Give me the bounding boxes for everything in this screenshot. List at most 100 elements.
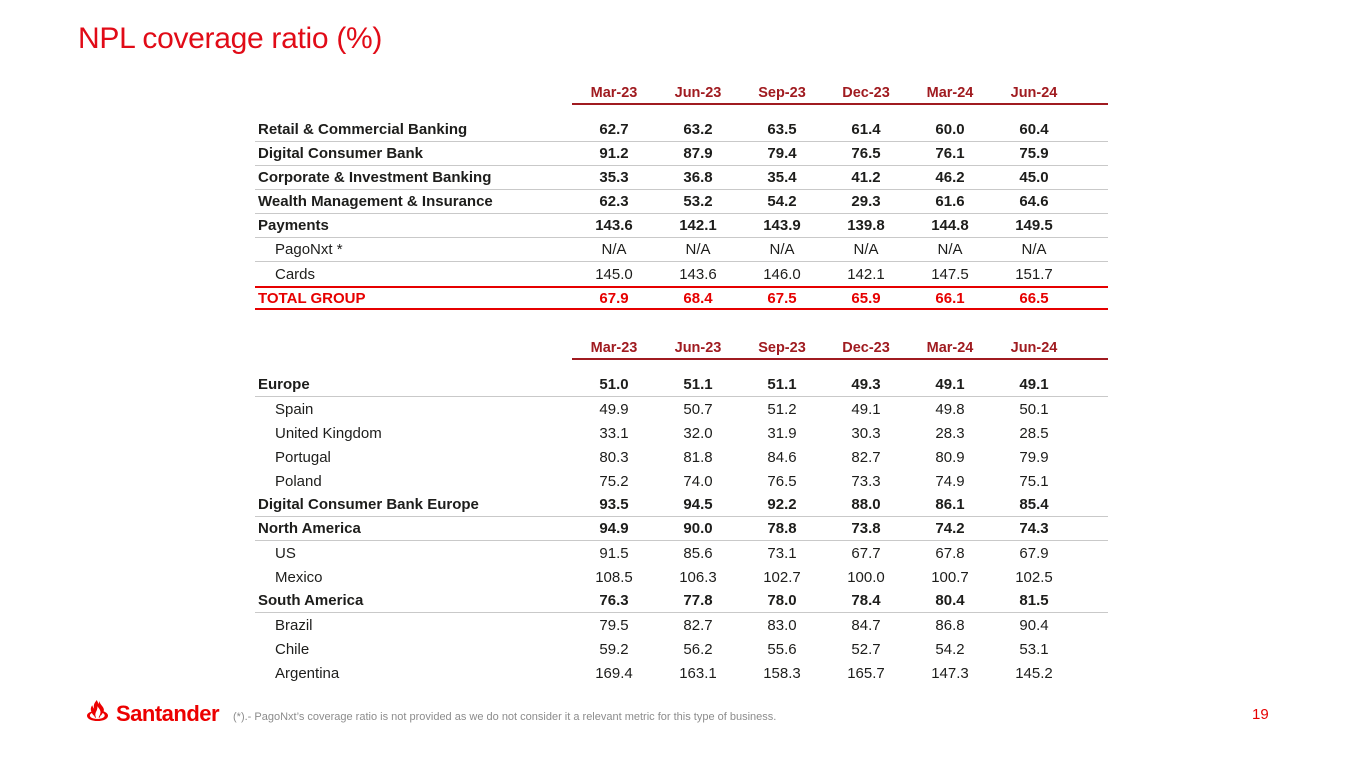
value-cell: 146.0 <box>763 265 801 283</box>
row-label: Brazil <box>275 616 313 634</box>
table-row: Corporate & Investment Banking 35.3 36.8 35… <box>255 166 1108 190</box>
value-cell: 78.8 <box>767 520 797 537</box>
value-cell: 49.1 <box>1019 376 1049 393</box>
value-cell: 77.8 <box>683 592 713 609</box>
value-cell: N/A <box>769 241 795 258</box>
row-label: United Kingdom <box>275 424 382 442</box>
row-label: Europe <box>258 376 310 393</box>
value-cell: 80.3 <box>599 448 629 466</box>
value-cell: 147.5 <box>931 265 969 283</box>
table-row: North America 94.9 90.0 78.8 73.8 74.2 74.3 <box>255 517 1108 541</box>
value-cell: 94.5 <box>683 496 713 513</box>
table-row: Chile 59.2 56.2 55.6 52.7 54.2 53.1 <box>255 637 1108 661</box>
value-cell: 46.2 <box>935 169 965 186</box>
table-row: Payments 143.6 142.1 143.9 139.8 144.8 149.5 <box>255 214 1108 238</box>
value-cell: 100.0 <box>847 568 885 586</box>
footnote-text: (*).- PagoNxt’s coverage ratio is not pr… <box>233 711 777 723</box>
value-cell: 86.8 <box>935 616 965 634</box>
column-header: Mar-24 <box>926 340 974 356</box>
value-cell: 33.1 <box>599 424 629 442</box>
value-cell: 67.9 <box>599 289 629 307</box>
table-row: US 91.5 85.6 73.1 67.7 67.8 67.9 <box>255 541 1108 565</box>
row-label: North America <box>258 520 361 537</box>
value-cell: N/A <box>853 241 879 258</box>
value-cell: 74.2 <box>935 520 965 537</box>
value-cell: 67.9 <box>1019 544 1049 562</box>
value-cell: 54.2 <box>767 193 797 210</box>
value-cell: 76.5 <box>767 472 797 490</box>
row-label: South America <box>258 592 364 609</box>
column-header: Jun-23 <box>674 85 722 101</box>
value-cell: 169.4 <box>595 664 633 682</box>
value-cell: 51.0 <box>599 376 629 393</box>
value-cell: 31.9 <box>767 424 797 442</box>
value-cell: 64.6 <box>1019 193 1049 210</box>
value-cell: 108.5 <box>595 568 633 586</box>
value-cell: 73.3 <box>851 472 881 490</box>
value-cell: 49.1 <box>935 376 965 393</box>
value-cell: 59.2 <box>599 640 629 658</box>
table-row: Cards 145.0 143.6 146.0 142.1 147.5 151.7 <box>255 262 1108 286</box>
value-cell: 74.9 <box>935 472 965 490</box>
value-cell: 62.3 <box>599 193 629 210</box>
value-cell: 41.2 <box>851 169 881 186</box>
column-header: Sep-23 <box>758 85 806 101</box>
value-cell: 60.4 <box>1019 121 1049 138</box>
value-cell: 32.0 <box>683 424 713 442</box>
column-header: Mar-23 <box>590 340 638 356</box>
value-cell: 79.4 <box>767 145 797 162</box>
value-cell: 53.2 <box>683 193 713 210</box>
value-cell: 143.6 <box>595 217 633 234</box>
value-cell: 75.1 <box>1019 472 1049 490</box>
value-cell: 73.1 <box>767 544 797 562</box>
page-title: NPL coverage ratio (%) <box>78 22 383 55</box>
value-cell: 84.7 <box>851 616 881 634</box>
page-number: 19 <box>1252 706 1269 723</box>
table-row: Spain 49.9 50.7 51.2 49.1 49.8 50.1 <box>255 397 1108 421</box>
value-cell: 28.3 <box>935 424 965 442</box>
column-header: Mar-23 <box>590 85 638 101</box>
value-cell: 163.1 <box>679 664 717 682</box>
value-cell: 88.0 <box>851 496 881 513</box>
value-cell: 85.6 <box>683 544 713 562</box>
value-cell: 100.7 <box>931 568 969 586</box>
value-cell: 56.2 <box>683 640 713 658</box>
value-cell: 78.0 <box>767 592 797 609</box>
value-cell: 102.7 <box>763 568 801 586</box>
table-row: United Kingdom 33.1 32.0 31.9 30.3 28.3 28.5 <box>255 421 1108 445</box>
value-cell: 62.7 <box>599 121 629 138</box>
row-label: Payments <box>258 217 329 234</box>
row-label: Digital Consumer Bank <box>258 145 424 162</box>
value-cell: 30.3 <box>851 424 881 442</box>
santander-wordmark: Santander <box>116 701 220 726</box>
value-cell: N/A <box>601 241 627 258</box>
value-cell: 82.7 <box>851 448 881 466</box>
value-cell: 86.1 <box>935 496 965 513</box>
santander-flame-icon <box>84 700 111 728</box>
value-cell: 49.9 <box>599 400 629 418</box>
value-cell: 73.8 <box>851 520 881 537</box>
value-cell: 90.4 <box>1019 616 1049 634</box>
npl-coverage-table-business-segments: Mar-23 Jun-23 Sep-23 Dec-23 Mar-24 Jun-24 Ret… <box>255 83 1108 310</box>
value-cell: 165.7 <box>847 664 885 682</box>
column-header: Dec-23 <box>842 85 890 101</box>
santander-logo: Santander <box>84 700 220 728</box>
table-row: Europe 51.0 51.1 51.1 49.3 49.1 49.1 <box>255 373 1108 397</box>
value-cell: 49.1 <box>851 400 881 418</box>
column-header: Jun-24 <box>1010 85 1058 101</box>
value-cell: 84.6 <box>767 448 797 466</box>
table-row: Portugal 80.3 81.8 84.6 82.7 80.9 79.9 <box>255 445 1108 469</box>
value-cell: 145.0 <box>595 265 633 283</box>
row-label: Portugal <box>275 448 331 466</box>
value-cell: 151.7 <box>1015 265 1053 283</box>
value-cell: 75.9 <box>1019 145 1049 162</box>
value-cell: 68.4 <box>683 289 713 307</box>
column-header: Dec-23 <box>842 340 890 356</box>
value-cell: 74.0 <box>683 472 713 490</box>
value-cell: 85.4 <box>1019 496 1049 513</box>
value-cell: 139.8 <box>847 217 885 234</box>
value-cell: N/A <box>937 241 963 258</box>
row-label: Corporate & Investment Banking <box>258 169 492 186</box>
value-cell: 61.4 <box>851 121 881 138</box>
table-row: PagoNxt * N/A N/A N/A N/A N/A N/A <box>255 238 1108 262</box>
